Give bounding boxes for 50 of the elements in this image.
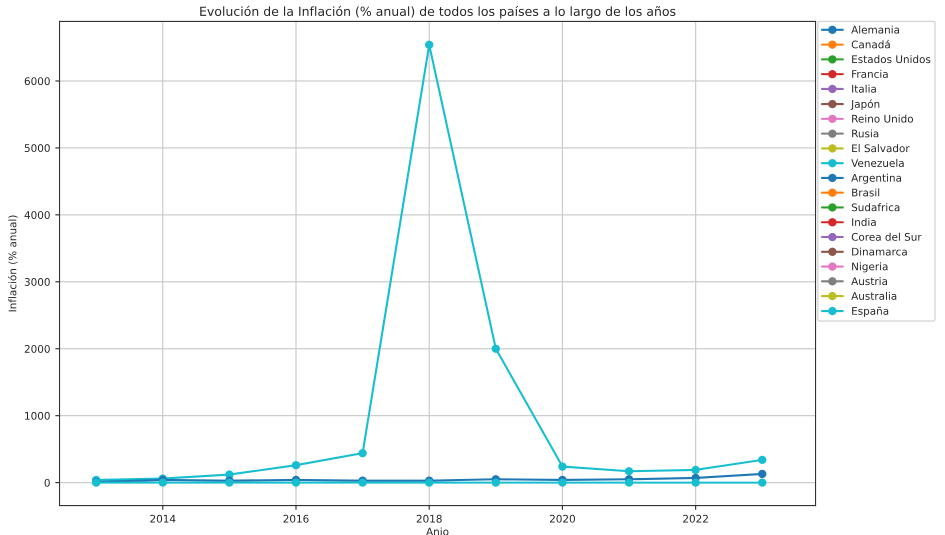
legend-label: Argentina xyxy=(851,174,902,184)
point xyxy=(158,478,167,487)
point xyxy=(758,478,766,487)
legend-label: Brasil xyxy=(852,188,880,197)
point xyxy=(425,40,434,49)
legend-label: Australia xyxy=(851,292,896,300)
y-tick-label: 6000 xyxy=(24,77,50,86)
point xyxy=(292,478,300,487)
point xyxy=(558,478,567,487)
point xyxy=(558,462,567,471)
legend-label: Nigeria xyxy=(852,262,888,272)
point xyxy=(492,344,500,353)
y-tick-label: 3000 xyxy=(24,278,50,286)
legend-label: El Salvador xyxy=(852,144,910,152)
legend-label: Estados Unidos xyxy=(852,55,930,64)
legend-label: Alemania xyxy=(851,26,900,34)
x-tick-label: 2014 xyxy=(150,514,176,523)
point xyxy=(292,461,300,470)
legend-label: Corea del Sur xyxy=(852,232,922,241)
point xyxy=(624,478,634,487)
legend-label: Dinamarca xyxy=(852,248,907,256)
legend-label: Venezuela xyxy=(851,158,904,167)
x-tick-label: 2018 xyxy=(416,514,442,523)
y-tick-label: 4000 xyxy=(24,211,50,219)
legend-label: Canadá xyxy=(852,40,890,48)
legend-label: Rusia xyxy=(852,129,878,138)
y-tick-label: 2000 xyxy=(24,344,50,353)
point xyxy=(624,467,634,476)
legend-label: Reino Unido xyxy=(852,114,914,123)
point xyxy=(691,466,700,474)
legend-label: Sudafrica xyxy=(852,203,900,212)
y-tick-label: 5000 xyxy=(24,144,50,152)
point xyxy=(758,456,766,464)
y-tick-label: 0 xyxy=(44,478,50,487)
legend-label: España xyxy=(852,306,888,317)
point xyxy=(758,470,766,478)
y-axis-title: Inflación (% anual) xyxy=(8,216,18,312)
point xyxy=(691,478,700,487)
point xyxy=(492,478,500,487)
y-tick-label: 1000 xyxy=(25,412,50,420)
x-tick-label: 2022 xyxy=(683,514,708,523)
chart-title: Evolución de la Inflación (% anual) de todos los países a lo largo de los años xyxy=(200,6,676,18)
legend-label: Austria xyxy=(851,277,887,286)
legend-label: Italia xyxy=(852,84,876,93)
legend-label: Japón xyxy=(850,99,880,110)
x-tick-label: 2016 xyxy=(284,514,309,523)
point xyxy=(358,448,367,458)
x-tick-label: 2020 xyxy=(550,514,575,523)
legend-label: India xyxy=(852,218,876,226)
legend-label: Francia xyxy=(852,70,888,78)
